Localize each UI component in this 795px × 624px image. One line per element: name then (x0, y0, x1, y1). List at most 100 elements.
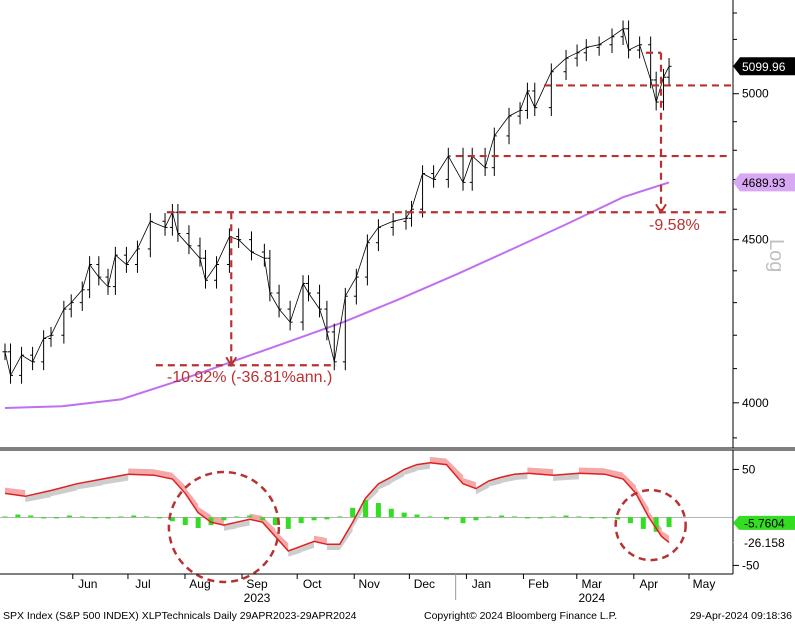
drawdown-arrow (225, 356, 238, 368)
x-tick-label: Jul (135, 577, 150, 591)
osc-band (514, 473, 528, 480)
histogram-bar (182, 517, 188, 526)
histogram-bar (260, 517, 266, 521)
osc-band (326, 544, 340, 551)
histogram-bar (615, 517, 621, 520)
footer-left: SPX Index (S&P 500 INDEX) XLPTechnicals … (3, 610, 357, 622)
histogram-bar (666, 517, 672, 527)
histogram-bar (41, 517, 47, 519)
x-tick-label: Aug (189, 577, 210, 591)
osc-band (275, 530, 289, 551)
oversold-circle-2024 (614, 488, 687, 562)
histogram-bar (298, 517, 304, 524)
histogram-bar (144, 516, 150, 518)
histogram-bar (576, 516, 582, 518)
y-tick-label: 4000 (742, 396, 769, 410)
x-tick-label: Nov (359, 577, 380, 591)
footer-center: Copyright© 2024 Bloomberg Finance L.P. (424, 610, 617, 622)
osc-band (153, 469, 173, 479)
histogram-bar (486, 516, 492, 518)
histogram-bar (460, 517, 466, 524)
osc-band (404, 464, 418, 476)
osc-band (288, 546, 302, 557)
histogram-bar (443, 517, 449, 520)
x-tick-label: Dec (414, 577, 435, 591)
projection-annotation: -9.58% (649, 217, 700, 234)
osc-band (76, 479, 103, 490)
osc-band (249, 513, 263, 523)
moving-average-line (4, 181, 670, 409)
last-price-label-box (733, 57, 795, 76)
histogram-bar (499, 515, 505, 518)
histogram-bar (550, 516, 556, 518)
histogram-bar (169, 517, 175, 522)
histogram-bar (563, 515, 569, 518)
x-tick-label: Oct (303, 577, 322, 591)
histogram-bar (653, 517, 659, 532)
osc-band (128, 468, 154, 476)
histogram-bar (473, 517, 479, 521)
histogram-value-label: -5.7604 (744, 516, 785, 530)
price-panel: -10.92% (-36.81%ann.) -9.58% (2, 20, 734, 409)
osc-band (604, 468, 624, 479)
oversold-circle-2023 (167, 470, 281, 584)
histogram-bar (221, 517, 227, 521)
histogram-bar (311, 517, 317, 521)
y-tick-label: 5000 (742, 87, 769, 101)
histogram-bar (195, 517, 201, 528)
histogram-bar (92, 517, 98, 519)
osc-band (301, 541, 315, 552)
osc-band (223, 522, 237, 531)
histogram-bar (247, 515, 253, 518)
histogram-bar (375, 503, 381, 518)
osc-band (488, 477, 502, 487)
y-axis-scale-label: Log (765, 239, 787, 272)
oscillator-value-label-box (733, 535, 795, 550)
histogram-bar (324, 517, 330, 520)
osc-band (578, 467, 605, 475)
osc-band (623, 473, 636, 494)
histogram-bar (640, 517, 646, 529)
osc-band (185, 487, 199, 513)
osc-y-tick-label: -50 (742, 558, 760, 572)
osc-band (365, 483, 379, 504)
x-year-label: 2023 (244, 591, 271, 605)
histogram-bar (524, 517, 530, 519)
histogram-bar (427, 516, 433, 518)
histogram-bar (401, 512, 407, 518)
drawdown-annotation: -10.92% (-36.81%ann.) (167, 369, 332, 386)
histogram-value-label-box (733, 515, 795, 530)
oscillator-value-label: -26.158 (744, 536, 785, 550)
histogram-bar (208, 517, 214, 526)
x-tick-label: Jan (472, 577, 491, 591)
histogram-bar (589, 517, 595, 519)
x-tick-label: Apr (639, 577, 658, 591)
x-tick-label: Mar (581, 577, 602, 591)
histogram-bar (79, 516, 85, 518)
histogram-bar (15, 514, 21, 518)
osc-y-tick-label: 50 (742, 462, 756, 476)
histogram-bar (512, 516, 518, 518)
x-tick-label: Jun (78, 577, 97, 591)
ma-value-label-box (733, 173, 795, 192)
histogram-bar (363, 500, 369, 518)
x-year-label: 2024 (578, 591, 605, 605)
osc-band (172, 473, 186, 494)
x-tick-label: Sep (246, 577, 268, 591)
y-tick-label: 4500 (742, 233, 769, 247)
histogram-bar (350, 507, 356, 518)
osc-band (391, 469, 405, 483)
histogram-bar (118, 516, 124, 518)
ma-value-label: 4689.93 (742, 176, 786, 190)
histogram-bar (414, 514, 420, 518)
price-line (4, 28, 670, 377)
osc-band (211, 516, 224, 526)
histogram-bar (537, 517, 543, 519)
histogram-bar (388, 508, 394, 518)
histogram-bar (627, 517, 633, 524)
osc-band (378, 477, 392, 490)
histogram-bar (602, 517, 608, 519)
axes: 4000 4500 5000 Log 50 -50 Jun Jul Aug Sep Oct Nov De… (0, 0, 795, 605)
osc-band (446, 458, 464, 484)
